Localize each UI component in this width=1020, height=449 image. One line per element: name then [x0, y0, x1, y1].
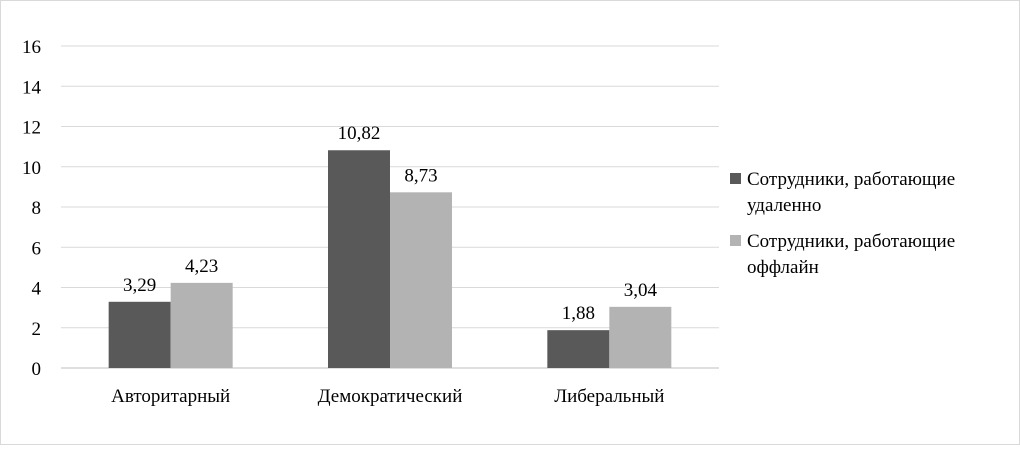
- bar-offline-1: [390, 192, 452, 368]
- y-tick-label: 6: [32, 238, 42, 259]
- data-label: 4,23: [185, 256, 218, 277]
- x-category-label: Авторитарный: [111, 386, 230, 407]
- x-axis-category-labels: Авторитарный Демократический Либеральный: [111, 386, 664, 407]
- data-label: 3,29: [123, 275, 156, 296]
- y-tick-label: 14: [22, 77, 42, 98]
- legend-swatch: [730, 235, 741, 246]
- bar-offline-0: [170, 282, 233, 368]
- legend-label: Сотрудники, работающие оффлайн: [747, 231, 955, 278]
- legend: Сотрудники, работающие удаленно Сотрудники…: [730, 169, 955, 278]
- bars: [108, 150, 672, 368]
- y-axis-tick-labels: 0 2 4 6 8 10 12 14 16: [22, 37, 42, 380]
- y-tick-label: 16: [22, 37, 41, 58]
- data-labels: 3,29 4,23 10,82 8,73 1,88 3,04: [123, 123, 657, 324]
- bar-remote-2: [547, 330, 610, 368]
- bar-offline-2: [609, 306, 672, 368]
- y-tick-label: 2: [32, 319, 42, 340]
- data-label: 10,82: [338, 123, 381, 144]
- x-category-label: Либеральный: [554, 386, 664, 407]
- data-label: 8,73: [404, 165, 437, 186]
- legend-swatch: [730, 173, 741, 184]
- bar-remote-0: [108, 301, 171, 368]
- y-tick-label: 12: [22, 118, 41, 139]
- y-tick-label: 10: [22, 158, 41, 179]
- bar-remote-1: [328, 150, 390, 368]
- legend-label: Сотрудники, работающие удаленно: [747, 169, 955, 216]
- x-category-label: Демократический: [318, 386, 463, 407]
- data-label: 3,04: [624, 280, 658, 301]
- y-tick-label: 8: [32, 198, 42, 219]
- y-tick-label: 4: [32, 279, 42, 300]
- data-label: 1,88: [562, 303, 595, 324]
- y-tick-label: 0: [32, 359, 42, 380]
